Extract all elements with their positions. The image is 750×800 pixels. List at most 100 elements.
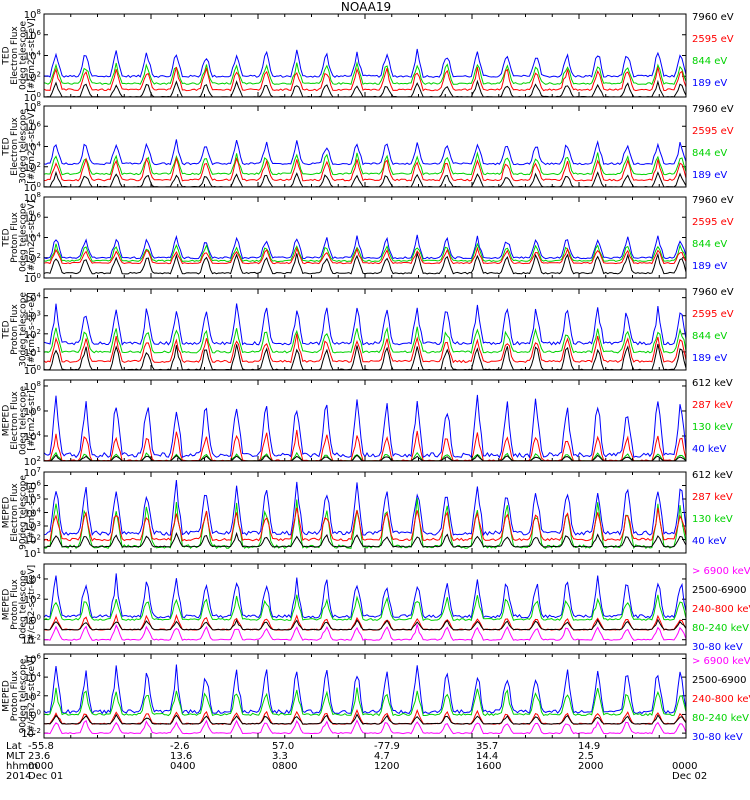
y-tick-label: 106 xyxy=(24,29,42,42)
legend-80-240-kev: 80-240 keV xyxy=(692,713,749,724)
footer-value: 2.5 xyxy=(578,751,594,762)
y-tick-label: 106 xyxy=(24,405,42,418)
plot-frame xyxy=(43,471,687,554)
y-tick-label: 100 xyxy=(24,91,41,104)
y-axis-label: TEDProton Flux0deg telescope[#/cm2-s-str… xyxy=(1,200,37,275)
y-tick-label: 104 xyxy=(24,292,42,305)
plot-frame xyxy=(43,196,687,279)
y-tick-label: 104 xyxy=(24,232,42,245)
y-tick-label: 104 xyxy=(24,671,42,684)
plot-frame xyxy=(43,288,687,371)
series-189-ev-line xyxy=(43,234,687,260)
legend-2500-6900: 2500-6900 xyxy=(692,675,747,686)
plot-frame xyxy=(43,105,687,188)
footer-value: 3.3 xyxy=(272,751,288,762)
footer-value: 1600 xyxy=(476,761,501,772)
legend-6900-kev: > 6900 keV xyxy=(692,656,750,667)
series-2595-ev-line xyxy=(43,246,687,265)
y-tick-label: 100 xyxy=(24,181,41,194)
footer-value: -55.8 xyxy=(28,741,54,752)
series-844-ev-line xyxy=(43,242,687,263)
footer-value: 23.6 xyxy=(28,751,50,762)
y-tick-label: 102 xyxy=(24,70,41,83)
y-tick-label: 106 xyxy=(24,211,42,224)
footer-value: -77.9 xyxy=(374,741,400,752)
y-tick-label: 102 xyxy=(24,161,41,174)
y-axis-label: MEPEDProton Flux90deg telescope[#/cm2-s-… xyxy=(1,656,37,735)
footer-value: 4.7 xyxy=(374,751,390,762)
y-tick-label: 102 xyxy=(24,328,41,341)
series-844-ev-line xyxy=(43,151,687,176)
footer-value: 2000 xyxy=(578,761,603,772)
y-axis-label: TEDElectron Flux30deg telescope[#/cm2-s-… xyxy=(1,109,37,184)
series-130-kev-line xyxy=(43,498,687,550)
y-tick-label: 103 xyxy=(24,310,41,323)
y-tick-label: 103 xyxy=(24,520,41,533)
footer-value: 0400 xyxy=(170,761,195,772)
y-axis-label: TEDProton Flux30deg telescope[#/cm2-s-st… xyxy=(1,292,37,367)
legend-2500-6900: 2500-6900 xyxy=(692,585,747,596)
y-tick-label: 10-2 xyxy=(21,727,41,740)
y-tick-label: 102 xyxy=(24,690,41,703)
series-80-240-kev-line xyxy=(44,687,687,717)
legend-189-ev: 189 eV xyxy=(692,261,727,272)
y-axis-label: MEPEDElectron Flux0deg telescope[#/cm2-s… xyxy=(1,386,37,456)
footer-value: 0800 xyxy=(272,761,297,772)
legend-7960-ev: 7960 eV xyxy=(692,287,734,298)
footer-value: 0000 xyxy=(672,761,697,772)
series-40-kev-line xyxy=(43,394,687,459)
y-tick-label: 100 xyxy=(24,364,41,377)
footer-value: 0000 xyxy=(28,761,53,772)
y-tick-label: 108 xyxy=(24,8,41,21)
footer-value: 13.6 xyxy=(170,751,192,762)
legend-7960-ev: 7960 eV xyxy=(692,12,734,23)
y-tick-label: 102 xyxy=(24,534,41,547)
legend-612-kev: 612 keV xyxy=(692,470,733,481)
y-tick-label: 102 xyxy=(24,593,41,606)
legend-189-ev: 189 eV xyxy=(692,78,727,89)
y-tick-label: 100 xyxy=(24,613,41,626)
series-287-kev-line xyxy=(43,507,687,542)
series-189-ev-line xyxy=(43,139,687,166)
legend-2595-ev: 2595 eV xyxy=(692,126,734,137)
y-tick-label: 100 xyxy=(24,272,41,285)
y-tick-label: 104 xyxy=(24,507,42,520)
series-6900-kev-line xyxy=(43,623,687,641)
legend-612-kev: 612 keV xyxy=(692,378,733,389)
y-tick-label: 101 xyxy=(24,547,41,560)
plot-frame xyxy=(43,379,687,462)
legend-40-kev: 40 keV xyxy=(692,536,726,547)
footer-value: -2.6 xyxy=(170,741,190,752)
footer-value: 35.7 xyxy=(476,741,498,752)
series-2500-6900-line xyxy=(44,618,687,631)
y-tick-label: 106 xyxy=(24,480,42,493)
legend-80-240-kev: 80-240 keV xyxy=(692,623,749,634)
y-tick-label: 101 xyxy=(24,346,41,359)
series-844-ev-line xyxy=(43,326,687,354)
legend-844-ev: 844 eV xyxy=(692,56,727,67)
series-40-kev-line xyxy=(43,480,687,537)
legend-240-800-kev: 240-800 keV xyxy=(692,604,750,615)
legend-287-kev: 287 keV xyxy=(692,400,733,411)
legend-2595-ev: 2595 eV xyxy=(692,34,734,45)
legend-40-kev: 40 keV xyxy=(692,444,726,455)
footer-value: Dec 01 xyxy=(28,771,63,782)
y-tick-label: 107 xyxy=(24,466,41,479)
footer-value: 1200 xyxy=(374,761,399,772)
y-axis-label: TEDElectron Flux0deg telescope[#/cm2-s-s… xyxy=(1,18,37,93)
series-30-80-kev-line xyxy=(43,573,687,620)
footer-row-label: Lat xyxy=(6,741,22,752)
y-axis-label: MEPEDElectron Flux90deg telescope[#/cm2-… xyxy=(1,475,37,550)
legend-30-80-kev: 30-80 keV xyxy=(692,642,743,653)
y-tick-label: 10-2 xyxy=(21,634,41,647)
y-tick-label: 102 xyxy=(24,252,41,265)
footer-row-label: 2014 xyxy=(6,771,31,782)
plot-frame xyxy=(43,653,687,739)
